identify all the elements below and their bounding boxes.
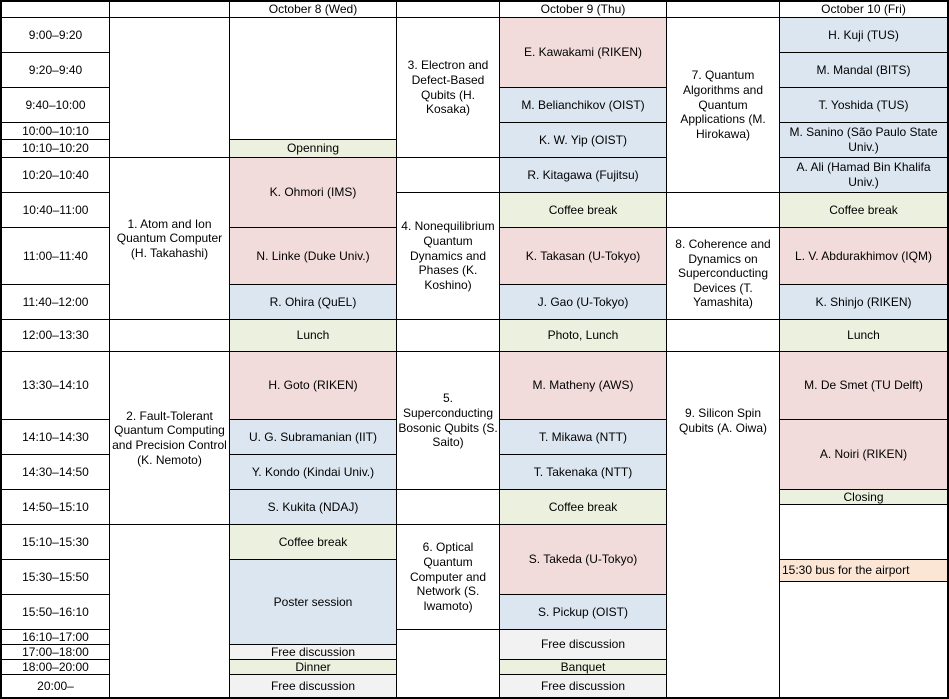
empty-cell — [667, 193, 780, 228]
time-slot: 14:30–14:50 — [2, 455, 110, 490]
empty-cell — [667, 490, 780, 697]
empty-cell — [230, 18, 397, 140]
free-discussion-cell: Free discussion — [230, 645, 397, 660]
session-title-4: 4. Nonequilibrium Quantum Dynamics and P… — [397, 193, 500, 320]
time-slot: 11:00–11:40 — [2, 228, 110, 285]
talk-gao: J. Gao (U-Tokyo) — [500, 285, 667, 320]
time-slot: 15:30–15:50 — [2, 560, 110, 595]
empty-cell — [110, 18, 230, 158]
header-spacer — [110, 2, 230, 18]
time-slot: 11:40–12:00 — [2, 285, 110, 320]
time-slot: 12:00–13:30 — [2, 320, 110, 352]
session-title-9: 9. Silicon Spin Qubits (A. Oiwa) — [667, 352, 780, 490]
empty-cell — [110, 320, 230, 352]
talk-ohmori: K. Ohmori (IMS) — [230, 158, 397, 228]
empty-cell — [397, 320, 500, 352]
talk-belianchikov: M. Belianchikov (OIST) — [500, 88, 667, 123]
closing-cell: Closing — [780, 490, 947, 505]
talk-takasan: K. Takasan (U-Tokyo) — [500, 228, 667, 285]
free-discussion-cell: Free discussion — [230, 675, 397, 697]
talk-noiri: A. Noiri (RIKEN) — [780, 420, 947, 490]
free-discussion-cell: Free discussion — [500, 675, 667, 697]
talk-kuji: H. Kuji (TUS) — [780, 18, 947, 53]
talk-kukita: S. Kukita (NDAJ) — [230, 490, 397, 525]
empty-cell — [397, 630, 500, 697]
session-title-1: 1. Atom and Ion Quantum Computer (H. Tak… — [110, 158, 230, 320]
time-slot: 15:10–15:30 — [2, 525, 110, 560]
talk-linke: N. Linke (Duke Univ.) — [230, 228, 397, 285]
talk-abdurakhimov: L. V. Abdurakhimov (IQM) — [780, 228, 947, 285]
talk-yoshida: T. Yoshida (TUS) — [780, 88, 947, 123]
talk-kondo: Y. Kondo (Kindai Univ.) — [230, 455, 397, 490]
day-header-oct9: October 9 (Thu) — [500, 2, 667, 18]
talk-yip: K. W. Yip (OIST) — [500, 123, 667, 158]
session-title-5: 5. Superconducting Bosonic Qubits (S. Sa… — [397, 352, 500, 490]
header-spacer — [397, 2, 500, 18]
talk-desmet: M. De Smet (TU Delft) — [780, 352, 947, 420]
header-spacer — [667, 2, 780, 18]
lunch-cell: Lunch — [230, 320, 397, 352]
time-slot: 15:50–16:10 — [2, 595, 110, 630]
session-title-3: 3. Electron and Defect-Based Qubits (H. … — [397, 18, 500, 158]
empty-cell — [780, 582, 947, 697]
session-title-2: 2. Fault-Tolerant Quantum Computing and … — [110, 352, 230, 525]
talk-mandal: M. Mandal (BITS) — [780, 53, 947, 88]
coffee-break-cell: Coffee break — [230, 525, 397, 560]
talk-shinjo: K. Shinjo (RIKEN) — [780, 285, 947, 320]
coffee-break-cell: Coffee break — [500, 193, 667, 228]
time-slot: 10:20–10:40 — [2, 158, 110, 193]
empty-cell — [397, 158, 500, 193]
talk-kawakami: E. Kawakami (RIKEN) — [500, 18, 667, 88]
time-slot: 10:10–10:20 — [2, 140, 110, 158]
time-slot: 9:20–9:40 — [2, 53, 110, 88]
talk-takeda: S. Takeda (U-Tokyo) — [500, 525, 667, 595]
day-header-oct8: October 8 (Wed) — [230, 2, 397, 18]
talk-takenaka: T. Takenaka (NTT) — [500, 455, 667, 490]
empty-cell — [780, 505, 947, 560]
talk-goto: H. Goto (RIKEN) — [230, 352, 397, 420]
poster-session-cell: Poster session — [230, 560, 397, 645]
empty-cell — [397, 490, 500, 525]
time-slot: 9:40–10:00 — [2, 88, 110, 123]
talk-mikawa: T. Mikawa (NTT) — [500, 420, 667, 455]
opening-cell: Openning — [230, 140, 397, 158]
lunch-cell: Lunch — [780, 320, 947, 352]
talk-subramanian: U. G. Subramanian (IIT) — [230, 420, 397, 455]
time-slot: 18:00–20:00 — [2, 660, 110, 675]
session-title-8: 8. Coherence and Dynamics on Superconduc… — [667, 228, 780, 320]
corner-cell — [2, 2, 110, 18]
free-discussion-cell: Free discussion — [500, 630, 667, 660]
time-slot: 14:10–14:30 — [2, 420, 110, 455]
session-title-6: 6. Optical Quantum Computer and Network … — [397, 525, 500, 630]
time-slot: 13:30–14:10 — [2, 352, 110, 420]
photo-lunch-cell: Photo, Lunch — [500, 320, 667, 352]
banquet-cell: Banquet — [500, 660, 667, 675]
time-slot: 10:00–10:10 — [2, 123, 110, 140]
talk-ohira: R. Ohira (QuEL) — [230, 285, 397, 320]
time-slot: 10:40–11:00 — [2, 193, 110, 228]
dinner-cell: Dinner — [230, 660, 397, 675]
talk-kitagawa: R. Kitagawa (Fujitsu) — [500, 158, 667, 193]
empty-cell — [667, 320, 780, 352]
coffee-break-cell: Coffee break — [780, 193, 947, 228]
talk-pickup: S. Pickup (OIST) — [500, 595, 667, 630]
time-slot: 16:10–17:00 — [2, 630, 110, 645]
talk-sanino: M. Sanino (São Paulo State Univ.) — [780, 123, 947, 158]
time-slot: 14:50–15:10 — [2, 490, 110, 525]
empty-cell — [110, 525, 230, 697]
talk-matheny: M. Matheny (AWS) — [500, 352, 667, 420]
note-bus-airport: 15:30 bus for the airport — [780, 560, 947, 582]
session-title-7: 7. Quantum Algorithms and Quantum Applic… — [667, 18, 780, 193]
day-header-oct10: October 10 (Fri) — [780, 2, 947, 18]
talk-ali: A. Ali (Hamad Bin Khalifa Univ.) — [780, 158, 947, 193]
coffee-break-cell: Coffee break — [500, 490, 667, 525]
time-slot: 17:00–18:00 — [2, 645, 110, 660]
time-slot: 9:00–9:20 — [2, 18, 110, 53]
time-slot: 20:00– — [2, 675, 110, 697]
